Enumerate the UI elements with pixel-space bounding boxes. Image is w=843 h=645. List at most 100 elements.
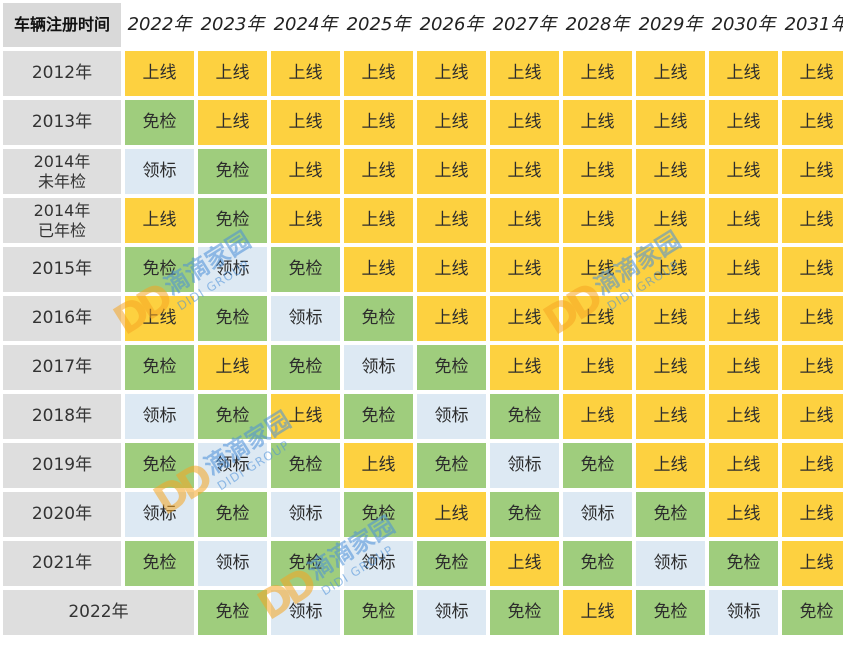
- status-cell: 上线: [563, 198, 632, 243]
- status-cell: 上线: [782, 149, 843, 194]
- status-cell: 上线: [344, 198, 413, 243]
- status-cell: 免检: [417, 541, 486, 586]
- column-header-year: 2027年: [490, 3, 559, 47]
- status-cell: 免检: [344, 394, 413, 439]
- status-cell: 上线: [636, 296, 705, 341]
- status-cell: 上线: [271, 100, 340, 145]
- status-cell: 上线: [563, 100, 632, 145]
- status-cell: 上线: [417, 51, 486, 96]
- status-cell: 免检: [198, 394, 267, 439]
- status-cell: 上线: [271, 149, 340, 194]
- status-cell: 上线: [636, 100, 705, 145]
- column-header-year: 2023年: [198, 3, 267, 47]
- status-cell: 上线: [636, 247, 705, 292]
- status-cell: 上线: [125, 296, 194, 341]
- column-header-year: 2025年: [344, 3, 413, 47]
- status-cell: 上线: [782, 345, 843, 390]
- row-header-year: 2020年: [3, 492, 121, 537]
- status-cell: 免检: [344, 492, 413, 537]
- status-cell: 上线: [636, 394, 705, 439]
- status-cell: 上线: [636, 149, 705, 194]
- status-cell: 上线: [417, 492, 486, 537]
- status-cell: 领标: [271, 590, 340, 635]
- status-cell: 领标: [417, 394, 486, 439]
- status-cell: 上线: [709, 296, 778, 341]
- status-cell: 免检: [563, 443, 632, 488]
- status-cell: 上线: [709, 198, 778, 243]
- status-cell: 上线: [563, 247, 632, 292]
- status-cell: 上线: [782, 247, 843, 292]
- status-cell: 免检: [344, 590, 413, 635]
- status-cell: 上线: [490, 149, 559, 194]
- status-cell: 免检: [782, 590, 843, 635]
- inspection-schedule-table: 车辆注册时间 2022年 2023年 2024年 2025年 2026年 2027年 2028…: [3, 3, 843, 635]
- row-header-year: 2021年: [3, 541, 121, 586]
- status-cell: 上线: [563, 51, 632, 96]
- status-cell: 领标: [198, 541, 267, 586]
- status-cell: 上线: [709, 100, 778, 145]
- status-cell: 上线: [344, 100, 413, 145]
- status-cell: 上线: [490, 541, 559, 586]
- column-header-year: 2026年: [417, 3, 486, 47]
- status-cell: 上线: [490, 100, 559, 145]
- row-header-year: 2022年: [3, 590, 194, 635]
- status-cell: 领标: [198, 443, 267, 488]
- status-cell: 上线: [271, 198, 340, 243]
- status-cell: 上线: [782, 51, 843, 96]
- status-cell: 上线: [563, 394, 632, 439]
- status-cell: 免检: [271, 443, 340, 488]
- status-cell: 上线: [198, 51, 267, 96]
- status-cell: 上线: [563, 590, 632, 635]
- row-header-year: 2012年: [3, 51, 121, 96]
- status-cell: 上线: [709, 394, 778, 439]
- status-cell: 上线: [563, 296, 632, 341]
- status-cell: 免检: [709, 541, 778, 586]
- status-cell: 上线: [417, 198, 486, 243]
- status-cell: 领标: [490, 443, 559, 488]
- status-cell: 领标: [417, 590, 486, 635]
- status-cell: 免检: [125, 541, 194, 586]
- status-cell: 上线: [344, 149, 413, 194]
- status-cell: 上线: [636, 198, 705, 243]
- status-cell: 上线: [782, 296, 843, 341]
- status-cell: 免检: [125, 100, 194, 145]
- status-cell: 上线: [344, 51, 413, 96]
- status-cell: 上线: [782, 394, 843, 439]
- row-header-year: 2018年: [3, 394, 121, 439]
- status-cell: 免检: [198, 296, 267, 341]
- status-cell: 上线: [417, 149, 486, 194]
- status-cell: 领标: [271, 492, 340, 537]
- status-cell: 免检: [125, 345, 194, 390]
- status-cell: 免检: [271, 247, 340, 292]
- status-cell: 上线: [563, 345, 632, 390]
- status-cell: 上线: [709, 149, 778, 194]
- status-cell: 领标: [709, 590, 778, 635]
- status-cell: 上线: [198, 100, 267, 145]
- row-header-year: 2015年: [3, 247, 121, 292]
- status-cell: 上线: [490, 345, 559, 390]
- status-cell: 上线: [636, 51, 705, 96]
- column-header-year: 2030年: [709, 3, 778, 47]
- row-header-year: 2014年 已年检: [3, 198, 121, 243]
- column-header-year: 2022年: [125, 3, 194, 47]
- status-cell: 领标: [125, 394, 194, 439]
- status-cell: 免检: [490, 394, 559, 439]
- status-cell: 领标: [125, 492, 194, 537]
- status-cell: 免检: [417, 443, 486, 488]
- status-cell: 上线: [344, 247, 413, 292]
- row-header-year: 2017年: [3, 345, 121, 390]
- status-cell: 上线: [563, 149, 632, 194]
- column-header-registration: 车辆注册时间: [3, 3, 121, 47]
- status-cell: 免检: [563, 541, 632, 586]
- status-cell: 领标: [271, 296, 340, 341]
- status-cell: 上线: [782, 100, 843, 145]
- status-cell: 上线: [125, 198, 194, 243]
- status-cell: 上线: [709, 51, 778, 96]
- status-cell: 领标: [198, 247, 267, 292]
- status-cell: 上线: [490, 51, 559, 96]
- status-cell: 上线: [198, 345, 267, 390]
- column-header-year: 2031年: [782, 3, 843, 47]
- status-cell: 上线: [709, 247, 778, 292]
- row-header-year: 2016年: [3, 296, 121, 341]
- status-cell: 上线: [709, 443, 778, 488]
